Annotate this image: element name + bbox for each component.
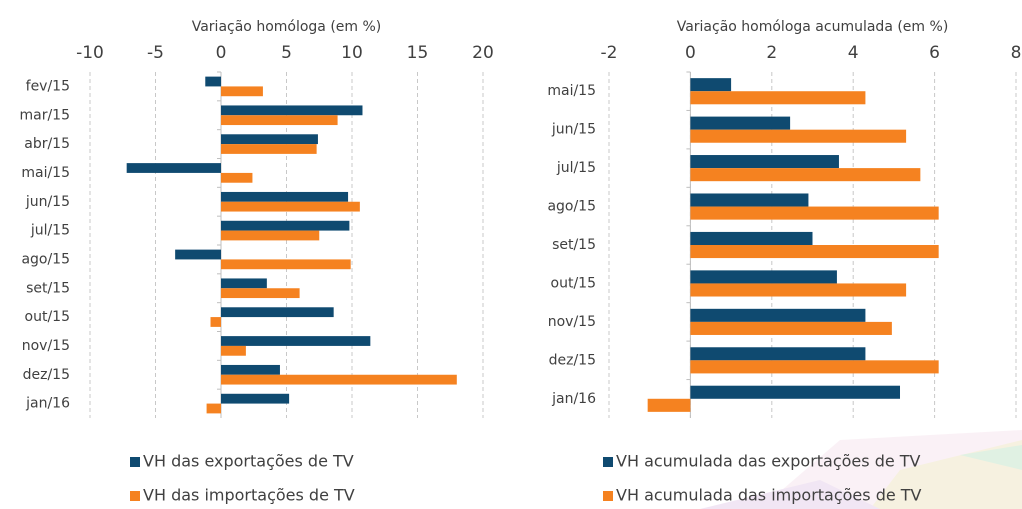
y-tick-label: nov/15 bbox=[22, 338, 70, 354]
bar bbox=[221, 278, 267, 289]
bar bbox=[221, 288, 300, 299]
bar bbox=[690, 155, 839, 169]
y-tick-label: nov/15 bbox=[548, 314, 596, 330]
bar bbox=[690, 321, 892, 335]
y-tick-label: ago/15 bbox=[21, 251, 70, 267]
y-tick-label: set/15 bbox=[26, 280, 70, 296]
y-tick-label: jul/15 bbox=[30, 223, 70, 239]
y-tick-label: dez/15 bbox=[549, 352, 596, 368]
bar bbox=[221, 172, 253, 183]
y-tick-label: dez/15 bbox=[23, 367, 70, 383]
bar bbox=[221, 364, 280, 375]
bar bbox=[221, 105, 363, 116]
bar bbox=[175, 249, 221, 260]
bar bbox=[221, 115, 338, 126]
legend-swatch bbox=[603, 491, 613, 501]
legend-label: VH das importações de TV bbox=[143, 486, 355, 505]
legend-label: VH acumulada das importações de TV bbox=[616, 486, 922, 505]
legend-label: VH das exportações de TV bbox=[143, 452, 354, 471]
y-tick-label: out/15 bbox=[551, 275, 596, 291]
y-tick-label: jun/15 bbox=[25, 194, 70, 210]
bar bbox=[221, 220, 350, 231]
x-tick-label: 2 bbox=[766, 43, 777, 63]
x-tick-label: -5 bbox=[147, 43, 164, 63]
bar bbox=[221, 144, 317, 154]
x-tick-label: 8 bbox=[1011, 43, 1022, 63]
bar bbox=[126, 163, 221, 173]
x-tick-label: 6 bbox=[929, 43, 940, 63]
legend-swatch bbox=[603, 457, 613, 467]
bar bbox=[690, 245, 939, 259]
y-tick-label: jul/15 bbox=[556, 160, 596, 176]
bar bbox=[206, 403, 221, 414]
x-tick-label: -10 bbox=[76, 43, 104, 63]
bar bbox=[690, 168, 921, 182]
decoration bbox=[700, 430, 1022, 509]
y-tick-label: ago/15 bbox=[547, 199, 596, 215]
axis-title: Variação homóloga acumulada (em %) bbox=[677, 19, 949, 35]
bar bbox=[690, 283, 907, 297]
bar bbox=[690, 270, 837, 284]
y-tick-label: out/15 bbox=[25, 309, 70, 325]
bar bbox=[221, 374, 457, 385]
x-tick-label: 0 bbox=[216, 43, 227, 63]
x-tick-label: 4 bbox=[848, 43, 859, 63]
axis-title: Variação homóloga (em %) bbox=[192, 19, 382, 35]
y-tick-label: mar/15 bbox=[19, 107, 70, 123]
x-tick-label: 15 bbox=[407, 43, 429, 63]
y-tick-label: fev/15 bbox=[26, 78, 70, 94]
legend-label: VH acumulada das exportações de TV bbox=[616, 452, 921, 471]
x-tick-label: 10 bbox=[341, 43, 363, 63]
y-tick-label: mai/15 bbox=[21, 165, 70, 181]
y-tick-label: mai/15 bbox=[547, 83, 596, 99]
bar bbox=[221, 345, 246, 356]
bar bbox=[690, 193, 809, 207]
bar bbox=[221, 393, 290, 404]
x-tick-label: 0 bbox=[685, 43, 696, 63]
bar bbox=[221, 230, 320, 241]
x-tick-label: 5 bbox=[281, 43, 292, 63]
bar bbox=[221, 307, 334, 318]
y-tick-label: jun/15 bbox=[551, 122, 596, 138]
bar bbox=[221, 86, 263, 97]
y-tick-label: abr/15 bbox=[24, 136, 70, 152]
x-tick-label: 20 bbox=[472, 43, 494, 63]
bar bbox=[690, 308, 866, 322]
legend-swatch bbox=[130, 457, 140, 467]
y-tick-label: jan/16 bbox=[551, 391, 596, 407]
bar bbox=[647, 398, 691, 412]
bar bbox=[210, 317, 221, 327]
legend-swatch bbox=[130, 491, 140, 501]
y-tick-label: set/15 bbox=[552, 237, 596, 253]
bar bbox=[690, 385, 901, 399]
bar bbox=[221, 336, 371, 346]
bar bbox=[690, 347, 866, 361]
bar bbox=[690, 129, 907, 143]
bar bbox=[690, 91, 866, 105]
bar bbox=[221, 201, 360, 212]
y-tick-label: jan/16 bbox=[25, 396, 70, 412]
bar bbox=[221, 259, 351, 270]
x-tick-label: -2 bbox=[601, 43, 618, 63]
bar bbox=[690, 78, 732, 92]
bar bbox=[205, 76, 221, 87]
bar bbox=[221, 191, 349, 202]
bar bbox=[690, 231, 813, 245]
bar bbox=[690, 206, 939, 220]
bar bbox=[690, 116, 791, 130]
bar bbox=[221, 134, 318, 145]
bar bbox=[690, 360, 939, 374]
